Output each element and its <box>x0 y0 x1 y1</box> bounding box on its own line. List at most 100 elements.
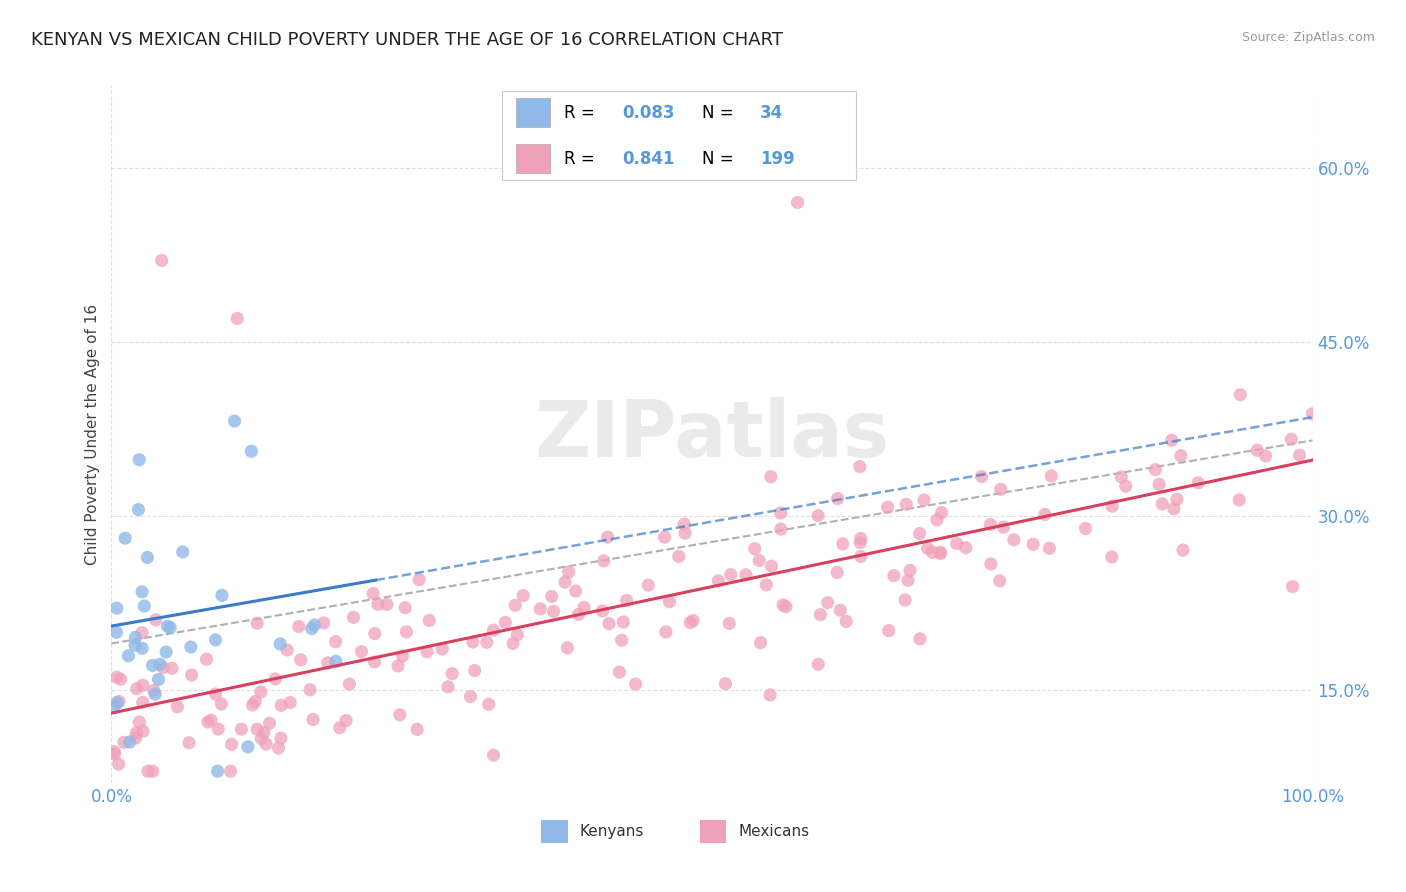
Point <box>654 530 676 544</box>
Point <box>1147 477 1170 491</box>
Point <box>616 593 638 607</box>
Point <box>464 664 486 678</box>
Point <box>478 698 501 712</box>
Point <box>830 603 852 617</box>
Point <box>114 531 136 545</box>
Point <box>849 459 872 474</box>
Point <box>278 696 301 710</box>
Point <box>979 517 1001 532</box>
Point <box>980 557 1002 571</box>
Text: N =: N = <box>703 103 734 122</box>
Point <box>172 545 194 559</box>
Point <box>1033 508 1056 522</box>
Point <box>749 635 772 649</box>
Point <box>290 653 312 667</box>
Point <box>807 657 830 672</box>
Point <box>609 665 631 679</box>
Point <box>391 648 413 663</box>
Point <box>744 541 766 556</box>
Point <box>1281 580 1303 594</box>
Point <box>299 682 322 697</box>
Point <box>124 638 146 652</box>
Point <box>103 745 125 759</box>
Point <box>416 645 439 659</box>
Point <box>105 625 128 640</box>
Point <box>148 673 170 687</box>
Point <box>876 500 898 515</box>
Point <box>105 696 128 710</box>
Point <box>1227 492 1250 507</box>
Point <box>759 469 782 483</box>
Point <box>817 596 839 610</box>
Point <box>921 545 943 559</box>
Point <box>1115 479 1137 493</box>
Point <box>254 737 277 751</box>
Point <box>925 513 948 527</box>
Point <box>107 757 129 772</box>
Point <box>250 685 273 699</box>
Text: 199: 199 <box>761 150 794 168</box>
Point <box>1246 443 1268 458</box>
Point <box>166 699 188 714</box>
Point <box>367 597 389 611</box>
Point <box>264 672 287 686</box>
Point <box>125 726 148 740</box>
Point <box>325 654 347 668</box>
Point <box>110 672 132 686</box>
Point <box>896 497 918 511</box>
Point <box>769 506 792 520</box>
Point <box>564 584 586 599</box>
Point <box>197 714 219 729</box>
Point <box>117 648 139 663</box>
Bar <box>541 821 568 843</box>
Point <box>127 502 149 516</box>
Point <box>145 613 167 627</box>
Point <box>714 676 737 690</box>
Point <box>572 600 595 615</box>
Point <box>304 618 326 632</box>
Point <box>668 549 690 564</box>
Point <box>567 607 589 622</box>
Point <box>105 670 128 684</box>
Point <box>502 636 524 650</box>
Point <box>149 657 172 672</box>
Point <box>253 725 276 739</box>
Point <box>361 586 384 600</box>
Point <box>200 713 222 727</box>
Point <box>1254 449 1277 463</box>
Point <box>388 707 411 722</box>
Point <box>236 739 259 754</box>
Point <box>540 590 562 604</box>
Point <box>598 616 620 631</box>
Point <box>772 598 794 612</box>
Point <box>1038 541 1060 556</box>
Point <box>245 695 267 709</box>
Point <box>679 615 702 630</box>
Point <box>131 584 153 599</box>
Point <box>418 614 440 628</box>
Point <box>259 716 281 731</box>
Point <box>1301 407 1323 421</box>
Point <box>342 610 364 624</box>
Point <box>831 537 853 551</box>
Point <box>1144 462 1167 476</box>
Point <box>735 567 758 582</box>
Point <box>1101 549 1123 564</box>
Text: R =: R = <box>564 103 595 122</box>
Point <box>160 661 183 675</box>
Point <box>136 550 159 565</box>
Point <box>637 578 659 592</box>
Point <box>1111 470 1133 484</box>
Point <box>543 604 565 618</box>
Point <box>1101 499 1123 513</box>
Text: 34: 34 <box>761 103 783 122</box>
Point <box>769 522 792 536</box>
Point <box>529 602 551 616</box>
Point <box>325 634 347 648</box>
Point <box>142 683 165 698</box>
Point <box>1040 468 1063 483</box>
Point <box>124 731 146 745</box>
Point <box>1002 533 1025 547</box>
Point <box>108 694 131 708</box>
Point <box>269 637 291 651</box>
